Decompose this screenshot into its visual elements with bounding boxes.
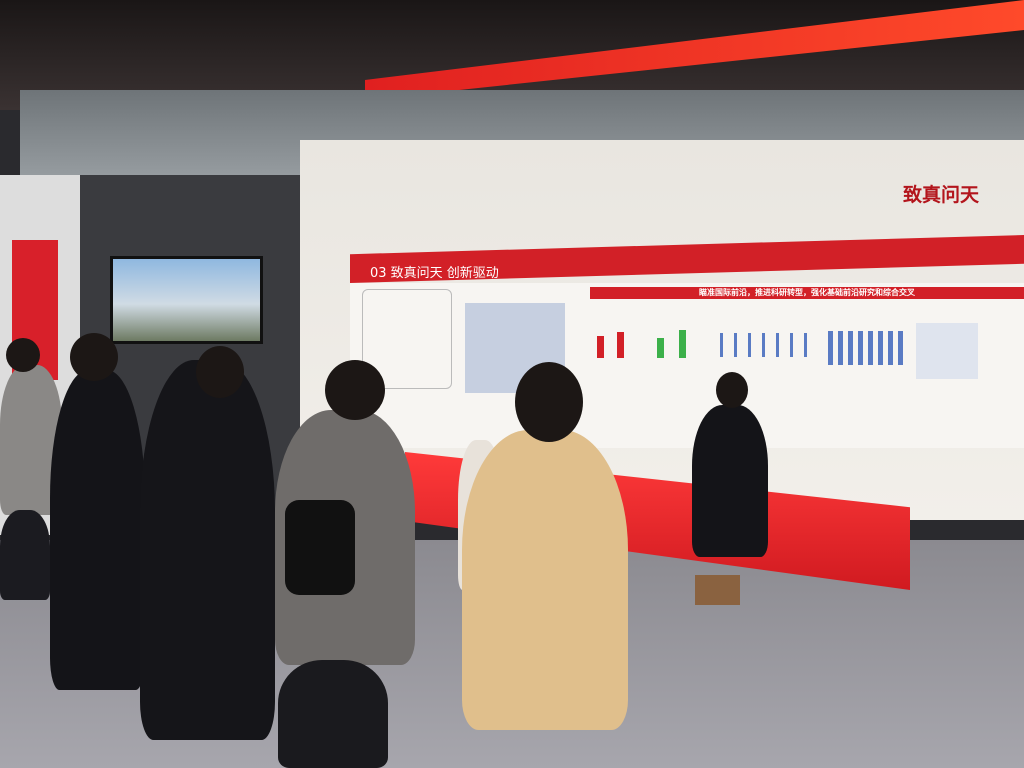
person [50, 370, 145, 690]
bar [679, 330, 686, 358]
backpack [285, 500, 355, 595]
band-title: 03 致真问天 创新驱动 [370, 266, 499, 281]
panel-subheader: 瞄准国际前沿，推进科研转型，强化基础前沿研究和综合交叉 [590, 287, 1024, 299]
person-head [70, 333, 118, 381]
person-head [6, 338, 40, 372]
guide [692, 405, 768, 557]
bar [597, 336, 604, 358]
person-beige-coat [462, 430, 628, 730]
person-head [196, 346, 244, 398]
text-box [362, 289, 452, 389]
stats-table [916, 323, 978, 379]
display-screen [110, 256, 263, 344]
person-head [325, 360, 385, 420]
person [140, 360, 275, 740]
bar [617, 332, 624, 358]
bar-group-green [655, 328, 695, 358]
bar-group-blue [720, 333, 810, 357]
bar [657, 338, 664, 358]
person-head [515, 362, 583, 442]
person [278, 660, 388, 768]
info-panel [350, 283, 1024, 448]
bar-group-blue-2 [828, 331, 908, 365]
boots [695, 575, 740, 605]
person [0, 510, 50, 600]
bar-group-red [595, 328, 635, 358]
wall-title: 致真问天 [903, 184, 980, 206]
guide-head [716, 372, 748, 408]
